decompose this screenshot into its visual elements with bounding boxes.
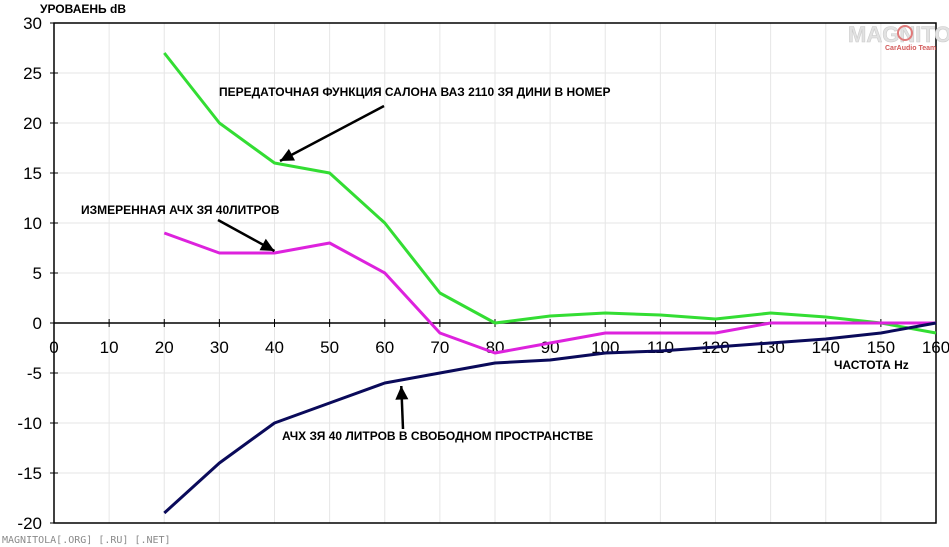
arrow-transfer-function bbox=[279, 104, 385, 163]
x-tick-label: 20 bbox=[155, 338, 174, 357]
series-layer bbox=[163, 52, 937, 515]
footer-url: MAGNITOLA[.ORG] [.RU] [.NET] bbox=[2, 535, 171, 546]
y-tick-labels: 30 25 20 15 10 5 0 -5 -10 -15 -20 bbox=[17, 14, 42, 533]
x-tick-label: 70 bbox=[430, 338, 449, 357]
watermark-ring-icon bbox=[897, 25, 913, 41]
x-tick-label: 10 bbox=[100, 338, 119, 357]
y-tick-label: 15 bbox=[23, 164, 42, 183]
x-tick-label: 30 bbox=[210, 338, 229, 357]
x-tick-label: 40 bbox=[265, 338, 284, 357]
series-line-1 bbox=[163, 52, 937, 335]
y-tick-label: -10 bbox=[17, 414, 42, 433]
watermark-logo: MAGNITOLA CarAudio Team bbox=[848, 22, 949, 52]
x-tick-label: 50 bbox=[320, 338, 339, 357]
y-tick-label: 30 bbox=[23, 14, 42, 33]
x-tick-label: 0 bbox=[49, 338, 58, 357]
y-tick-label: 0 bbox=[33, 314, 42, 333]
y-tick-label: 5 bbox=[33, 264, 42, 283]
annotation-transfer-function: ПЕРЕДАТОЧНАЯ ФУНКЦИЯ САЛОНА ВАЗ 2110 ЗЯ … bbox=[219, 85, 610, 99]
series-line-2 bbox=[163, 231, 936, 355]
arrow-measured-response bbox=[217, 218, 276, 253]
y-tick-label: 20 bbox=[23, 114, 42, 133]
annotation-measured-response: ИЗМЕРЕННАЯ АЧХ ЗЯ 40ЛИТРОВ bbox=[81, 203, 280, 217]
x-tick-label: 140 bbox=[812, 338, 840, 357]
x-tick-label: 160 bbox=[922, 338, 949, 357]
series-line-3 bbox=[163, 321, 937, 515]
x-axis-title: ЧАСТОТА Hz bbox=[834, 358, 909, 372]
arrow-measured-response-head bbox=[259, 238, 275, 251]
y-tick-label: 10 bbox=[23, 214, 42, 233]
y-axis-title: УРОВАЕНЬ dB bbox=[40, 2, 126, 16]
x-tick-label: 60 bbox=[375, 338, 394, 357]
arrow-free-air-response-head bbox=[395, 386, 409, 400]
annotation-arrows bbox=[217, 104, 409, 430]
arrow-transfer-function-head bbox=[280, 148, 296, 161]
arrow-transfer-function-shaft bbox=[279, 104, 385, 163]
annotation-free-air-response: АЧХ ЗЯ 40 ЛИТРОВ В СВОБОДНОМ ПРОСТРАНСТВ… bbox=[282, 429, 593, 443]
x-tick-label: 150 bbox=[867, 338, 895, 357]
y-tick-label: -20 bbox=[17, 514, 42, 533]
y-tick-label: -15 bbox=[17, 464, 42, 483]
arrow-free-air-response bbox=[395, 385, 409, 430]
watermark-subtext: CarAudio Team bbox=[885, 45, 936, 52]
y-tick-label: -5 bbox=[27, 364, 42, 383]
y-tick-label: 25 bbox=[23, 64, 42, 83]
x-tick-label: 110 bbox=[647, 338, 674, 357]
